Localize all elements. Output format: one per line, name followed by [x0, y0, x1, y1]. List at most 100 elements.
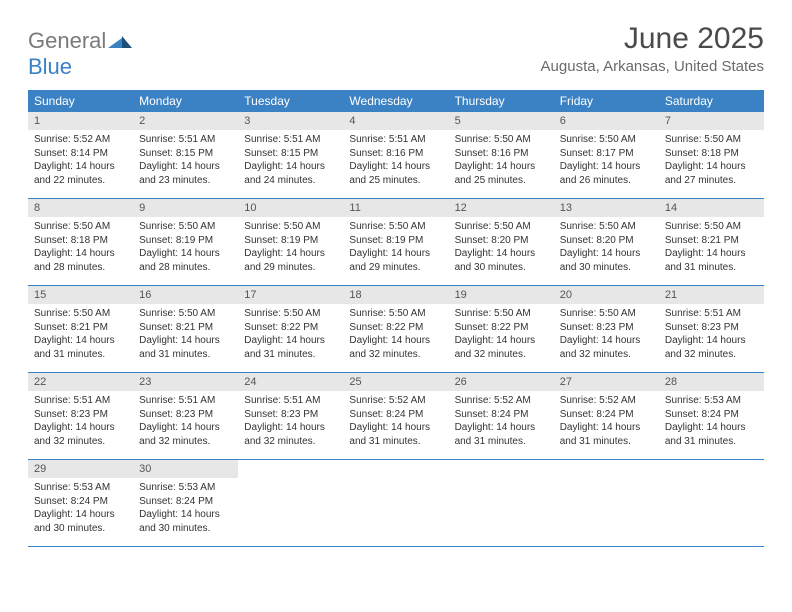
title-block: June 2025 Augusta, Arkansas, United Stat… — [541, 22, 764, 75]
week-row: 8 Sunrise: 5:50 AMSunset: 8:18 PMDaylight… — [28, 199, 764, 286]
dow-cell: Thursday — [449, 90, 554, 112]
day-body: Sunrise: 5:50 AMSunset: 8:19 PMDaylight:… — [343, 220, 448, 274]
day-number: 7 — [659, 112, 764, 130]
day-body: Sunrise: 5:52 AMSunset: 8:24 PMDaylight:… — [449, 394, 554, 448]
day-body: Sunrise: 5:51 AMSunset: 8:16 PMDaylight:… — [343, 133, 448, 187]
day-cell: 26Sunrise: 5:52 AMSunset: 8:24 PMDayligh… — [449, 373, 554, 459]
day-cell: 20Sunrise: 5:50 AMSunset: 8:23 PMDayligh… — [554, 286, 659, 372]
day-body: Sunrise: 5:50 AMSunset: 8:21 PMDaylight:… — [133, 307, 238, 361]
day-body: Sunrise: 5:50 AMSunset: 8:21 PMDaylight:… — [659, 220, 764, 274]
day-cell — [449, 460, 554, 546]
day-cell: 8 Sunrise: 5:50 AMSunset: 8:18 PMDaylight… — [28, 199, 133, 285]
day-number: 2 — [133, 112, 238, 130]
day-number: 9 — [133, 199, 238, 217]
day-body: Sunrise: 5:51 AMSunset: 8:23 PMDaylight:… — [659, 307, 764, 361]
day-number: 23 — [133, 373, 238, 391]
day-number: 22 — [28, 373, 133, 391]
day-cell: 11 Sunrise: 5:50 AMSunset: 8:19 PMDayligh… — [343, 199, 448, 285]
week-row: 15Sunrise: 5:50 AMSunset: 8:21 PMDayligh… — [28, 286, 764, 373]
day-cell: 3Sunrise: 5:51 AMSunset: 8:15 PMDaylight… — [238, 112, 343, 198]
day-number: 13 — [554, 199, 659, 217]
day-cell: 18 Sunrise: 5:50 AMSunset: 8:22 PMDayligh… — [343, 286, 448, 372]
day-number: 24 — [238, 373, 343, 391]
page-title: June 2025 — [541, 22, 764, 56]
day-number: 8 — [28, 199, 133, 217]
day-body: Sunrise: 5:51 AMSunset: 8:23 PMDaylight:… — [133, 394, 238, 448]
day-cell — [554, 460, 659, 546]
day-body: Sunrise: 5:50 AMSunset: 8:22 PMDaylight:… — [343, 307, 448, 361]
week-row: 1 Sunrise: 5:52 AMSunset: 8:14 PMDaylight… — [28, 112, 764, 199]
day-number: 16 — [133, 286, 238, 304]
location-text: Augusta, Arkansas, United States — [541, 58, 764, 75]
day-number: 21 — [659, 286, 764, 304]
day-number: 19 — [449, 286, 554, 304]
day-number: 15 — [28, 286, 133, 304]
day-cell: 19Sunrise: 5:50 AMSunset: 8:22 PMDayligh… — [449, 286, 554, 372]
day-cell — [343, 460, 448, 546]
day-number: 5 — [449, 112, 554, 130]
day-cell: 13 Sunrise: 5:50 AMSunset: 8:20 PMDayligh… — [554, 199, 659, 285]
day-cell: 29Sunrise: 5:53 AMSunset: 8:24 PMDayligh… — [28, 460, 133, 546]
logo-text-general: General — [28, 28, 106, 53]
weeks-container: 1 Sunrise: 5:52 AMSunset: 8:14 PMDaylight… — [28, 112, 764, 547]
day-number: 10 — [238, 199, 343, 217]
day-number: 27 — [554, 373, 659, 391]
day-body: Sunrise: 5:50 AMSunset: 8:22 PMDaylight:… — [238, 307, 343, 361]
day-number: 1 — [28, 112, 133, 130]
day-body: Sunrise: 5:50 AMSunset: 8:19 PMDaylight:… — [238, 220, 343, 274]
day-number: 14 — [659, 199, 764, 217]
day-body: Sunrise: 5:53 AMSunset: 8:24 PMDaylight:… — [133, 481, 238, 535]
day-number: 30 — [133, 460, 238, 478]
day-number: 18 — [343, 286, 448, 304]
day-body: Sunrise: 5:53 AMSunset: 8:24 PMDaylight:… — [659, 394, 764, 448]
day-body: Sunrise: 5:52 AMSunset: 8:24 PMDaylight:… — [343, 394, 448, 448]
day-cell: 6 Sunrise: 5:50 AMSunset: 8:17 PMDaylight… — [554, 112, 659, 198]
day-cell: 28 Sunrise: 5:53 AMSunset: 8:24 PMDayligh… — [659, 373, 764, 459]
day-cell: 1 Sunrise: 5:52 AMSunset: 8:14 PMDaylight… — [28, 112, 133, 198]
day-cell: 24Sunrise: 5:51 AMSunset: 8:23 PMDayligh… — [238, 373, 343, 459]
day-number: 25 — [343, 373, 448, 391]
day-body: Sunrise: 5:51 AMSunset: 8:23 PMDaylight:… — [28, 394, 133, 448]
week-row: 22Sunrise: 5:51 AMSunset: 8:23 PMDayligh… — [28, 373, 764, 460]
day-cell: 12 Sunrise: 5:50 AMSunset: 8:20 PMDayligh… — [449, 199, 554, 285]
day-cell: 7 Sunrise: 5:50 AMSunset: 8:18 PMDaylight… — [659, 112, 764, 198]
day-body: Sunrise: 5:50 AMSunset: 8:18 PMDaylight:… — [659, 133, 764, 187]
day-body: Sunrise: 5:52 AMSunset: 8:14 PMDaylight:… — [28, 133, 133, 187]
day-cell: 14 Sunrise: 5:50 AMSunset: 8:21 PMDayligh… — [659, 199, 764, 285]
day-number: 6 — [554, 112, 659, 130]
dow-cell: Monday — [133, 90, 238, 112]
day-cell: 9 Sunrise: 5:50 AMSunset: 8:19 PMDaylight… — [133, 199, 238, 285]
day-body: Sunrise: 5:50 AMSunset: 8:19 PMDaylight:… — [133, 220, 238, 274]
day-cell: 23 Sunrise: 5:51 AMSunset: 8:23 PMDayligh… — [133, 373, 238, 459]
day-cell: 17 Sunrise: 5:50 AMSunset: 8:22 PMDayligh… — [238, 286, 343, 372]
day-body: Sunrise: 5:50 AMSunset: 8:17 PMDaylight:… — [554, 133, 659, 187]
day-number: 28 — [659, 373, 764, 391]
day-body: Sunrise: 5:50 AMSunset: 8:18 PMDaylight:… — [28, 220, 133, 274]
day-number: 3 — [238, 112, 343, 130]
day-cell: 22 Sunrise: 5:51 AMSunset: 8:23 PMDayligh… — [28, 373, 133, 459]
logo: General Blue — [28, 28, 132, 80]
dow-cell: Tuesday — [238, 90, 343, 112]
logo-text-wrap: General Blue — [28, 28, 132, 80]
day-cell: 2 Sunrise: 5:51 AMSunset: 8:15 PMDaylight… — [133, 112, 238, 198]
day-cell: 25 Sunrise: 5:52 AMSunset: 8:24 PMDayligh… — [343, 373, 448, 459]
day-number: 12 — [449, 199, 554, 217]
day-cell: 16 Sunrise: 5:50 AMSunset: 8:21 PMDayligh… — [133, 286, 238, 372]
logo-text-blue: Blue — [28, 54, 72, 79]
dow-cell: Saturday — [659, 90, 764, 112]
day-body: Sunrise: 5:50 AMSunset: 8:21 PMDaylight:… — [28, 307, 133, 361]
day-number: 11 — [343, 199, 448, 217]
calendar: SundayMondayTuesdayWednesdayThursdayFrid… — [28, 90, 764, 547]
day-of-week-header: SundayMondayTuesdayWednesdayThursdayFrid… — [28, 90, 764, 112]
day-body: Sunrise: 5:50 AMSunset: 8:20 PMDaylight:… — [554, 220, 659, 274]
day-body: Sunrise: 5:50 AMSunset: 8:20 PMDaylight:… — [449, 220, 554, 274]
day-number: 17 — [238, 286, 343, 304]
day-cell: 15 Sunrise: 5:50 AMSunset: 8:21 PMDayligh… — [28, 286, 133, 372]
logo-mark-icon — [108, 32, 132, 48]
day-body: Sunrise: 5:53 AMSunset: 8:24 PMDaylight:… — [28, 481, 133, 535]
day-cell: 10 Sunrise: 5:50 AMSunset: 8:19 PMDayligh… — [238, 199, 343, 285]
dow-cell: Sunday — [28, 90, 133, 112]
day-body: Sunrise: 5:51 AMSunset: 8:15 PMDaylight:… — [133, 133, 238, 187]
dow-cell: Friday — [554, 90, 659, 112]
day-number: 20 — [554, 286, 659, 304]
